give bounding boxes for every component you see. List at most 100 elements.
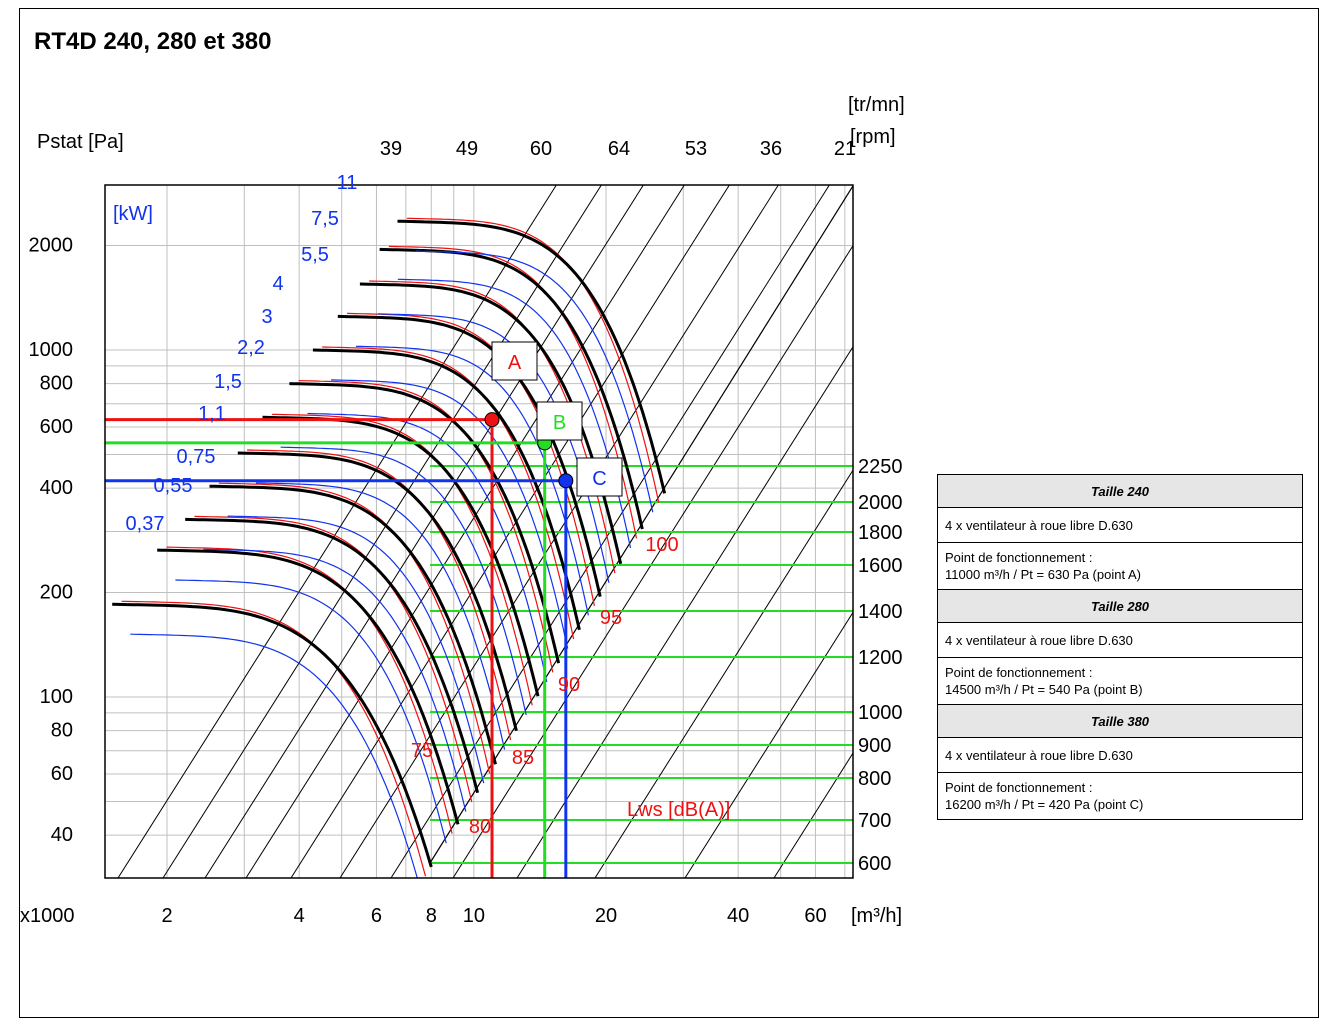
power-unit: [kW]	[113, 203, 153, 225]
rpm-label: 64	[608, 138, 630, 160]
fan-curve-blue	[227, 515, 485, 784]
power-label: 0,55	[154, 475, 193, 497]
table-row: Point de fonctionnement : 16200 m³/h / Pt…	[937, 772, 1303, 820]
chart-labels: 2 4 6 8 10 20 40 60 x1000 [m³/h] 40 60 80 100 200 400 60…	[20, 94, 905, 927]
right-scale-label: 2000	[858, 492, 903, 514]
x-tick-label: 8	[426, 905, 437, 927]
x-tick-label: 40	[727, 905, 749, 927]
table-row: Taille 240	[937, 474, 1303, 508]
fan-curve	[397, 219, 667, 494]
op-label-B: B	[553, 412, 566, 434]
right-scale-label: 700	[858, 810, 891, 832]
sound-unit: Lws [dB(A)]	[627, 799, 730, 821]
op-point-A	[484, 412, 500, 428]
fan-curve-red	[388, 245, 638, 539]
fan-curve-blue	[355, 345, 589, 616]
rpm-label: 36	[760, 138, 782, 160]
system-line	[684, 611, 853, 878]
y-tick-label: 200	[40, 582, 73, 604]
sound-label: 75	[411, 740, 433, 762]
fan-curve-blue	[415, 250, 654, 513]
table-row: Taille 380	[937, 704, 1303, 738]
fan-curve	[157, 548, 460, 825]
power-label: 7,5	[311, 208, 339, 230]
x-tick-label: 6	[371, 905, 382, 927]
right-scale-label: 1600	[858, 555, 903, 577]
rpm-label: 21	[834, 138, 856, 160]
fan-curve-red	[406, 217, 660, 503]
op-value: 16200 m³/h / Pt = 420 Pa (point C)	[945, 797, 1144, 812]
system-line	[773, 752, 853, 878]
sound-label: 90	[558, 674, 580, 696]
rpm-label: 60	[530, 138, 552, 160]
specification-table: Taille 240 4 x ventilateur à roue libre …	[937, 474, 1303, 820]
page-title: RT4D 240, 280 et 380	[34, 28, 272, 55]
fan-curve	[337, 314, 602, 597]
fan-curve-red	[194, 515, 473, 803]
power-label: 0,75	[177, 446, 216, 468]
power-label: 1,1	[198, 403, 226, 425]
x-tick-label: 10	[463, 905, 485, 927]
fan-curve-blue	[280, 446, 527, 716]
table-row: 4 x ventilateur à roue libre D.630	[937, 507, 1303, 543]
plot-area	[104, 184, 854, 879]
x-axis-label: [m³/h]	[851, 905, 902, 927]
rpm-unit-top: [tr/mn]	[848, 94, 905, 116]
power-label: 0,37	[126, 513, 165, 535]
sound-label: 85	[512, 747, 534, 769]
rpm-label: 53	[685, 138, 707, 160]
fan-curve-red	[298, 380, 554, 673]
op-label: Point de fonctionnement :	[945, 780, 1093, 795]
fan-curve-blue	[307, 412, 548, 683]
sound-label: 80	[469, 816, 491, 838]
right-scale-label: 1000	[858, 702, 903, 724]
sound-label: 95	[600, 607, 622, 629]
fan-curve	[312, 348, 581, 631]
system-line	[204, 185, 644, 878]
fan-curve-red	[322, 346, 575, 640]
right-scale-label: 1800	[858, 522, 903, 544]
power-label: 1,5	[214, 371, 242, 393]
right-scale-label: 600	[858, 853, 891, 875]
section-header: Taille 380	[937, 704, 1303, 738]
op-value: 11000 m³/h / Pt = 630 Pa (point A)	[945, 567, 1141, 582]
op-box-B	[536, 401, 583, 441]
op-box-A	[491, 341, 538, 381]
table-row: Point de fonctionnement : 14500 m³/h / Pt…	[937, 657, 1303, 705]
sound-label: 100	[645, 534, 678, 556]
fan-curve-red	[271, 413, 533, 706]
op-label: Point de fonctionnement :	[945, 550, 1093, 565]
x-tick-label: 4	[294, 905, 305, 927]
system-line	[117, 185, 557, 878]
y-tick-label: 100	[40, 686, 73, 708]
section-header: Taille 280	[937, 589, 1303, 623]
section-header: Taille 240	[937, 474, 1303, 508]
operating-point-lines: A B C	[105, 341, 623, 878]
rpm-unit-bottom: [rpm]	[850, 126, 896, 148]
fan-curves	[112, 217, 667, 878]
fan-curve	[209, 484, 497, 765]
rpm-label: 39	[380, 138, 402, 160]
y-tick-label: 1000	[29, 339, 74, 361]
fan-curve-red	[347, 312, 595, 607]
model-cell: 4 x ventilateur à roue libre D.630	[937, 507, 1303, 543]
table-row: 4 x ventilateur à roue libre D.630	[937, 622, 1303, 658]
model-cell: 4 x ventilateur à roue libre D.630	[937, 737, 1303, 773]
y-tick-label: 800	[40, 373, 73, 395]
fan-curve-red	[218, 482, 491, 774]
right-scale-label: 1200	[858, 647, 903, 669]
y-tick-label: 40	[51, 824, 73, 846]
y-tick-label: 80	[51, 720, 73, 742]
y-axis-label: Pstat [Pa]	[37, 131, 124, 153]
op-label-C: C	[592, 468, 606, 490]
op-label: Point de fonctionnement :	[945, 665, 1093, 680]
power-label: 4	[272, 273, 283, 295]
table-row: Point de fonctionnement : 11000 m³/h / Pt…	[937, 542, 1303, 590]
table-row: Taille 280	[937, 589, 1303, 623]
op-label-A: A	[508, 352, 522, 374]
x-multiplier-label: x1000	[20, 905, 75, 927]
operating-point-cell: Point de fonctionnement : 16200 m³/h / Pt…	[937, 772, 1303, 820]
power-label: 2,2	[237, 337, 265, 359]
fan-curve	[379, 247, 644, 530]
power-label: 5,5	[301, 244, 329, 266]
